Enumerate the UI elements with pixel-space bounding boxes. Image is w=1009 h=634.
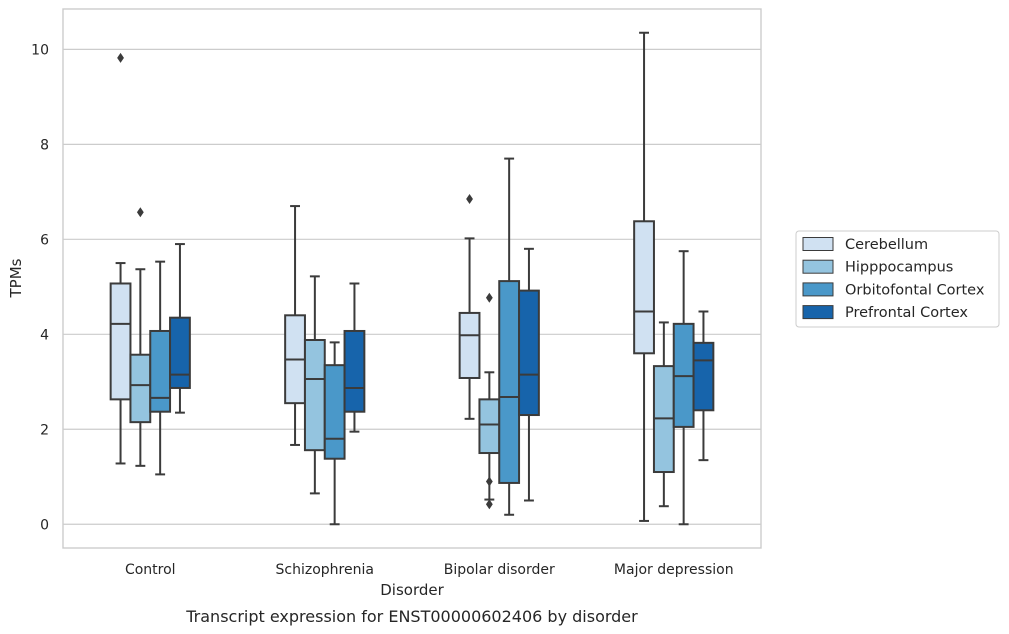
x-tick-label: Control [125, 562, 176, 578]
box-group [478, 292, 501, 510]
outlier-point [466, 193, 473, 204]
box-group [149, 260, 172, 476]
legend-label: Prefrontal Cortex [845, 305, 968, 321]
box-group [284, 205, 306, 446]
box-group [633, 31, 655, 522]
box-iqr [343, 329, 366, 413]
y-tick-label: 0 [40, 517, 49, 533]
box-iqr [518, 289, 540, 417]
y-tick-label: 2 [40, 422, 49, 438]
y-tick-label: 6 [40, 232, 49, 248]
y-tick-label: 4 [40, 327, 49, 343]
box-group [652, 321, 675, 508]
box-iqr [458, 311, 481, 379]
box-iqr [323, 364, 346, 460]
box-group [672, 250, 695, 526]
y-tick-label: 8 [40, 137, 49, 153]
outlier-point [485, 499, 493, 510]
legend-items: Cerebellum Hipppocampus Orbitofontal Corte… [802, 237, 985, 321]
box-group [458, 193, 481, 420]
x-axis-ticks: Control Schizophrenia Bipolar disorder Majo… [125, 562, 734, 578]
y-axis-ticks: 0 2 4 6 8 10 [31, 42, 49, 533]
legend-label: Cerebellum [845, 237, 928, 253]
box-iqr [478, 398, 501, 455]
outlier-point [485, 476, 493, 487]
legend-label: Hipppocampus [845, 260, 953, 276]
x-axis-label: Disorder [380, 581, 444, 599]
x-tick-label: Bipolar disorder [444, 562, 555, 578]
plot-area-frame [62, 8, 762, 549]
box-iqr [303, 338, 326, 452]
legend-swatch [802, 259, 834, 274]
y-axis-label: TPMs [7, 258, 25, 298]
box-group [498, 157, 521, 516]
box-iqr [129, 353, 152, 424]
box-group [129, 207, 152, 467]
box-iqr [633, 220, 655, 355]
box-iqr [169, 316, 191, 389]
x-tick-label: Schizophrenia [276, 562, 374, 578]
boxes-layer [109, 31, 715, 526]
x-tick-label: Major depression [614, 562, 734, 578]
legend-label: Orbitofontal Cortex [845, 282, 985, 298]
box-group [518, 247, 540, 502]
outlier-point [136, 207, 144, 218]
box-group [692, 310, 715, 462]
box-group [169, 243, 191, 414]
chart-caption: Transcript expression for ENST0000060240… [185, 607, 638, 626]
legend-swatch [802, 282, 834, 297]
outlier-point [485, 292, 493, 303]
box-iqr [692, 341, 715, 412]
box-group [109, 52, 132, 465]
legend-swatch [802, 305, 834, 320]
box-iqr [498, 280, 521, 484]
box-group [323, 341, 346, 526]
box-iqr [109, 282, 132, 401]
legend-swatch [802, 237, 834, 251]
outlier-point [117, 52, 124, 63]
box-group [303, 275, 326, 495]
legend: Cerebellum Hipppocampus Orbitofontal Corte… [795, 230, 1000, 328]
y-tick-label: 10 [31, 42, 49, 58]
legend-frame [795, 230, 1000, 328]
box-iqr [149, 329, 172, 413]
box-group [343, 282, 366, 433]
